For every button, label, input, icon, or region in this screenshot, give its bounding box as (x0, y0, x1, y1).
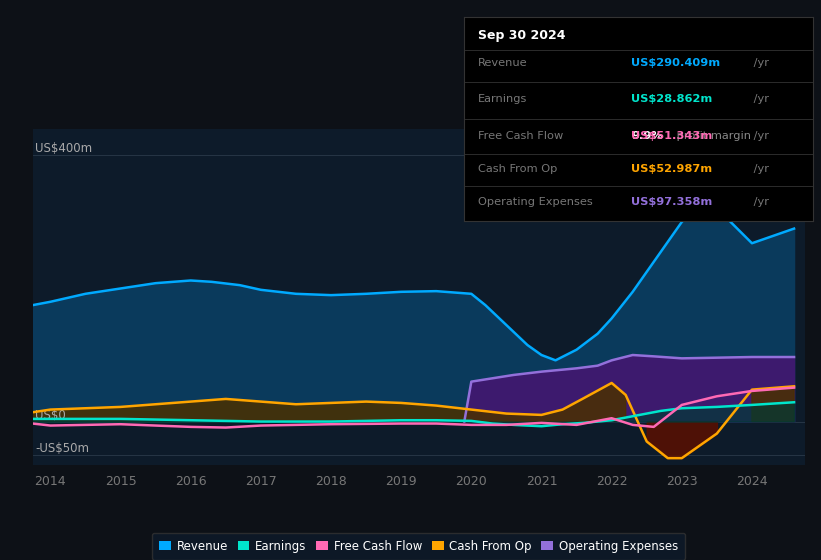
Text: Free Cash Flow: Free Cash Flow (478, 131, 563, 141)
Text: US$28.862m: US$28.862m (631, 95, 713, 105)
Text: Earnings: Earnings (478, 95, 527, 105)
Text: /yr: /yr (750, 197, 769, 207)
Text: US$290.409m: US$290.409m (631, 58, 721, 68)
Text: US$52.987m: US$52.987m (631, 164, 713, 174)
Legend: Revenue, Earnings, Free Cash Flow, Cash From Op, Operating Expenses: Revenue, Earnings, Free Cash Flow, Cash … (152, 533, 686, 559)
Text: Sep 30 2024: Sep 30 2024 (478, 29, 566, 42)
Text: /yr: /yr (750, 164, 769, 174)
Text: Revenue: Revenue (478, 58, 527, 68)
Text: US$97.358m: US$97.358m (631, 197, 713, 207)
Text: -US$50m: -US$50m (35, 442, 89, 455)
Text: 9.9%: 9.9% (631, 131, 663, 141)
Text: /yr: /yr (750, 58, 769, 68)
Text: US$400m: US$400m (35, 142, 92, 156)
Text: US$0: US$0 (35, 409, 66, 422)
Text: /yr: /yr (750, 131, 769, 141)
Text: US$51.343m: US$51.343m (631, 131, 713, 141)
Text: /yr: /yr (750, 95, 769, 105)
Text: profit margin: profit margin (673, 131, 751, 141)
Text: Cash From Op: Cash From Op (478, 164, 557, 174)
Text: Operating Expenses: Operating Expenses (478, 197, 593, 207)
